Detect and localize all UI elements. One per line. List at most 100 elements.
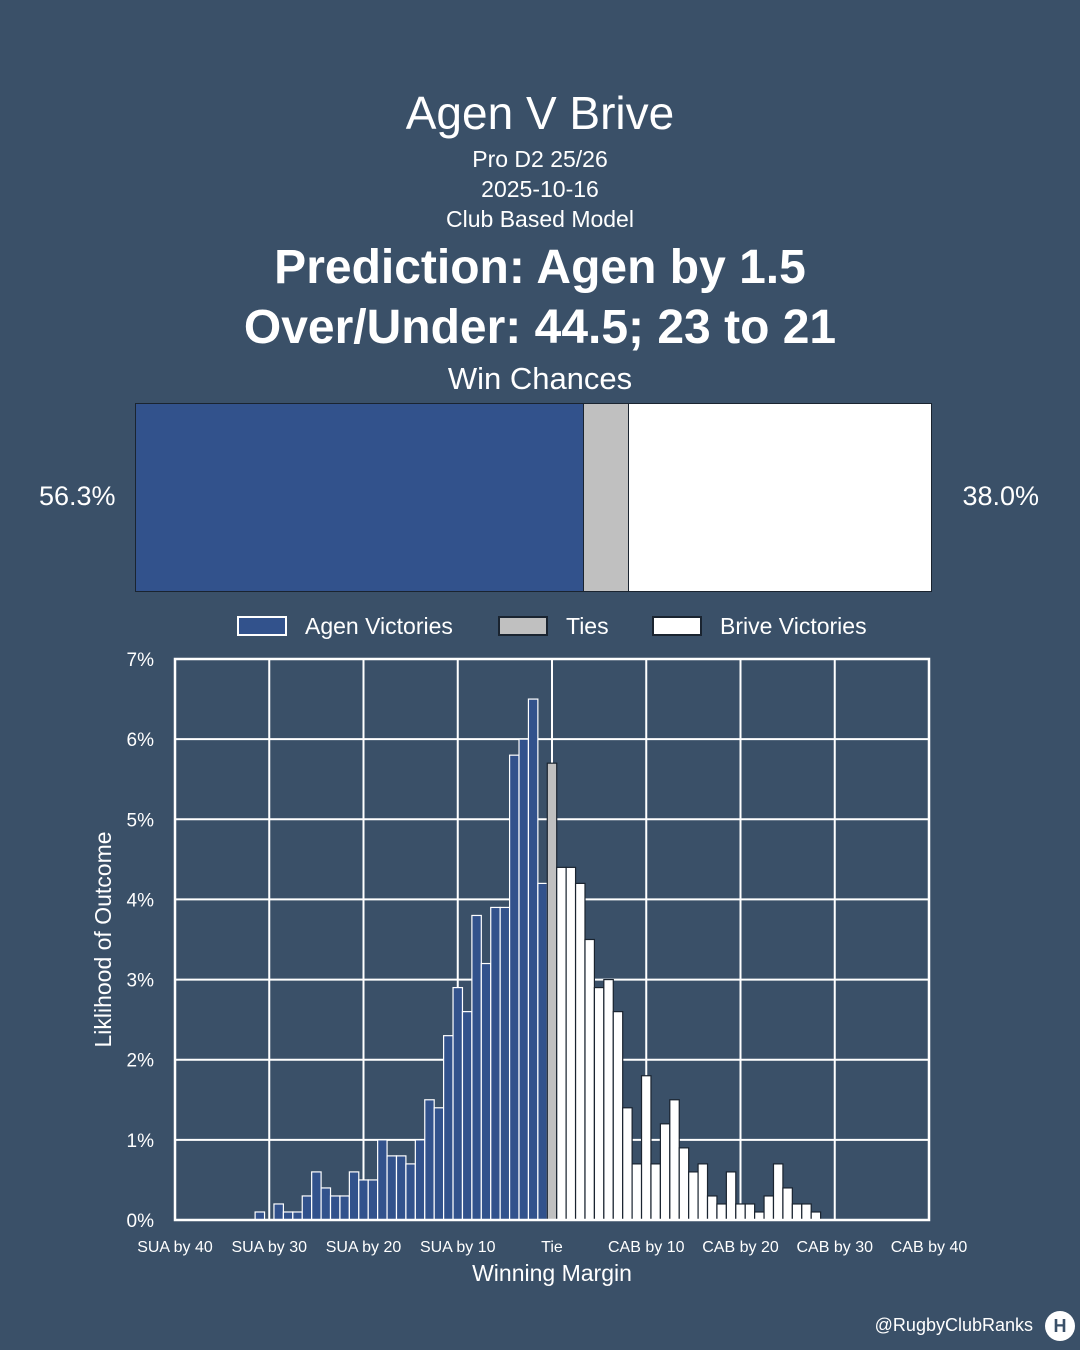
histogram-bar (452, 986, 464, 1221)
histogram-bar (414, 1139, 426, 1221)
y-tick-label: 2% (127, 1051, 155, 1072)
histogram-bar (669, 1099, 680, 1221)
histogram-bar (320, 1187, 332, 1221)
histogram-bar (311, 1171, 322, 1221)
legend-item-away: Brive Victories (652, 610, 867, 642)
away-win-percent: 38.0% (962, 481, 1039, 511)
legend-swatch-home (237, 616, 287, 636)
histogram-bar (358, 1179, 369, 1221)
win-chances-heading: Win Chances (447, 361, 633, 396)
x-tick-label: CAB by 20 (702, 1239, 779, 1256)
histogram-bar (565, 866, 577, 1221)
histogram-bar (772, 1163, 784, 1221)
win-bar-away-segment (628, 404, 931, 591)
x-tick-label: Tie (541, 1239, 563, 1256)
x-tick-label: CAB by 40 (891, 1239, 968, 1256)
y-tick-label: 0% (127, 1211, 155, 1232)
histogram-bar (659, 1123, 671, 1221)
histogram-bar (508, 754, 520, 1221)
histogram-bar (612, 1011, 624, 1221)
histogram-bar (405, 1163, 416, 1221)
histogram-bar (273, 1203, 284, 1221)
histogram-bar (490, 906, 501, 1221)
legend-item-tie: Ties (498, 610, 609, 642)
histogram-bar (763, 1195, 775, 1221)
histogram-bar (339, 1195, 350, 1221)
margin-histogram: 0% 1% 2% 3% 4% 5% 6% 7% SUA by 40 SUA by 30 SUA by… (90, 650, 968, 1286)
legend: Agen Victories Ties Brive Victories (0, 610, 1080, 642)
legend-swatch-away (652, 616, 702, 636)
x-axis-label: Winning Margin (472, 1260, 632, 1286)
x-tick-label: SUA by 20 (326, 1239, 402, 1256)
y-tick-label: 5% (127, 810, 155, 831)
histogram-bar (348, 1171, 360, 1221)
histogram-bar (471, 914, 482, 1221)
x-tick-label: CAB by 30 (797, 1239, 874, 1256)
y-axis-label: Liklihood of Outcome (90, 831, 116, 1047)
histogram-bar (631, 1163, 643, 1221)
x-tick-label: CAB by 10 (608, 1239, 685, 1256)
legend-label-away: Brive Victories (720, 612, 867, 639)
histogram-bar (480, 962, 492, 1221)
legend-item-home: Agen Victories (237, 610, 453, 642)
histogram-bar (640, 1075, 652, 1221)
legend-label-home: Agen Victories (305, 612, 453, 639)
y-tick-label: 6% (127, 730, 155, 751)
y-tick-label: 1% (127, 1131, 155, 1152)
x-tick-label: SUA by 10 (420, 1239, 496, 1256)
histogram-bar (801, 1203, 812, 1221)
histogram-bar (593, 986, 605, 1221)
win-chances-bar (135, 403, 932, 592)
histogram-bar (791, 1203, 803, 1221)
histogram-bar (584, 938, 596, 1221)
histogram-bar (603, 978, 614, 1221)
histogram-bar (735, 1203, 746, 1221)
y-tick-label: 7% (127, 650, 155, 671)
histogram-bar (688, 1171, 699, 1221)
histogram-bar (622, 1107, 633, 1221)
histogram-bar (301, 1195, 313, 1221)
home-win-percent: 56.3% (39, 481, 116, 511)
y-tick-label: 3% (127, 971, 155, 992)
histogram-bar (725, 1171, 737, 1221)
club-ranks-logo-icon: H (1045, 1311, 1075, 1341)
histogram-bar (461, 1011, 473, 1221)
histogram-bar (556, 866, 567, 1221)
match-date: 2025-10-16 (481, 176, 599, 202)
histogram-bar (395, 1155, 407, 1221)
histogram-bar (650, 1163, 661, 1221)
histogram-bar (782, 1187, 793, 1221)
win-bar-home-segment (136, 404, 584, 591)
x-tick-label: SUA by 30 (231, 1239, 307, 1256)
histogram-bar (527, 698, 539, 1221)
histogram-bar (367, 1179, 379, 1221)
x-tick-label: SUA by 40 (137, 1239, 213, 1256)
histogram-bar (716, 1203, 727, 1221)
plot-frame (173, 657, 931, 1222)
histogram-bar (499, 906, 511, 1221)
histogram-bar (546, 762, 558, 1221)
histogram-bar (443, 1035, 454, 1221)
chart-title: Agen V Brive (405, 87, 675, 139)
histogram-bar (574, 882, 586, 1221)
histogram-bar (744, 1203, 756, 1221)
histogram-bar (386, 1155, 398, 1221)
histogram-bar (697, 1163, 709, 1221)
histogram-bar (518, 738, 530, 1221)
legend-label-tie: Ties (566, 612, 609, 639)
y-tick-label: 4% (127, 890, 155, 911)
prediction-text: Prediction: Agen by 1.5 (274, 241, 806, 294)
over-under-text: Over/Under: 44.5; 23 to 21 (243, 301, 837, 354)
histogram-bar (537, 882, 548, 1221)
histogram-bar (678, 1147, 690, 1221)
histogram-bar (377, 1139, 388, 1221)
histogram-bar (329, 1195, 341, 1221)
win-bar-tie-segment (583, 404, 629, 591)
histogram-bar (424, 1099, 435, 1221)
twitter-handle: @RugbyClubRanks (874, 1315, 1033, 1335)
competition-label: Pro D2 25/26 (472, 146, 608, 172)
model-label: Club Based Model (446, 206, 634, 232)
histogram-bar (706, 1195, 718, 1221)
histogram-bar (433, 1107, 445, 1221)
legend-swatch-tie (498, 616, 548, 636)
